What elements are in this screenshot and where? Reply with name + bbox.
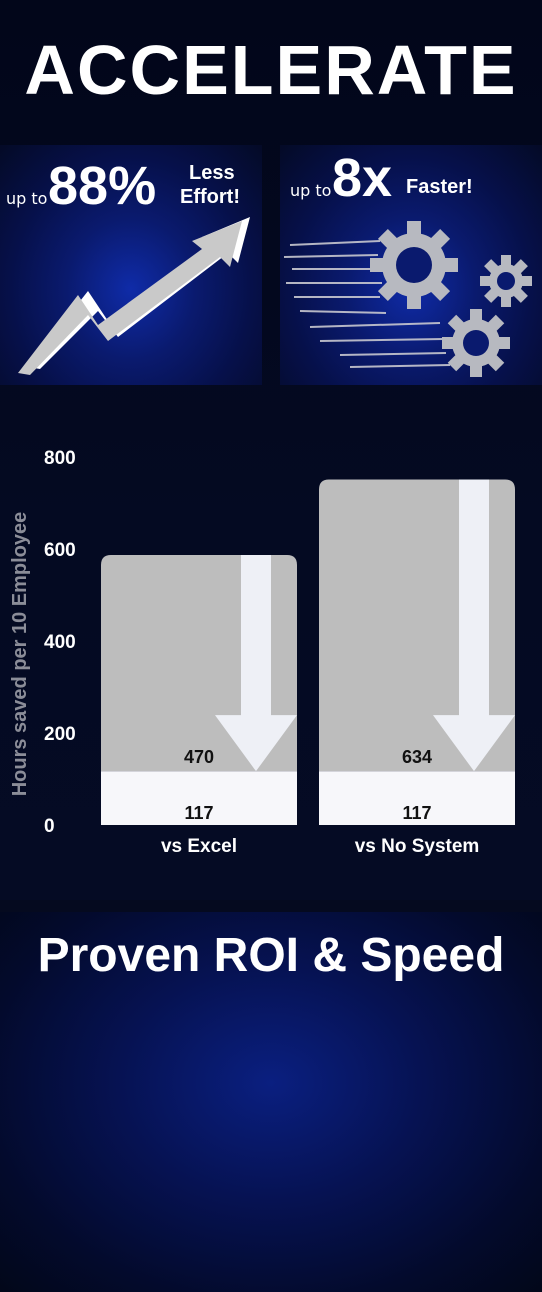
speed-prefix: up to [290,181,332,200]
down-arrow-icon [215,554,297,772]
x-category-label: vs Excel [161,836,237,857]
speed-label: Faster! [406,176,473,198]
footer-title: Proven ROI & Speed [37,929,505,982]
data-label-upper: 470 [184,747,214,767]
y-axis-label: Hours saved per 10 Employee [9,512,31,797]
gears-icon [283,221,532,377]
headline: ACCELERATE [24,31,518,109]
effort-card: up to 88% Less Effort! [0,145,262,385]
y-tick-label: 600 [44,540,76,561]
data-label-base: 117 [402,803,431,823]
effort-prefix: up to [6,189,48,208]
effort-label-line2: Effort! [180,186,240,208]
y-tick-label: 0 [44,816,55,837]
speed-value: 8x [332,148,393,208]
down-arrow-icon [433,479,515,772]
effort-label-line1: Less [189,162,235,184]
x-category-label: vs No System [355,836,480,857]
y-tick-label: 400 [44,632,76,653]
y-tick-label: 200 [44,724,76,745]
data-label-base: 117 [184,803,213,823]
bar-segment-base [319,771,515,825]
y-tick-label: 800 [44,448,76,469]
bar-segment-base [101,771,297,825]
data-label-upper: 634 [402,747,432,767]
rising-arrow-icon [18,217,250,375]
bar-chart: Hours saved per 10 Employee 0 200 400 600 80… [9,448,515,857]
bottom-background [0,912,542,1292]
speed-card: up to 8x Faster! [280,145,542,385]
effort-value: 88% [48,156,157,216]
